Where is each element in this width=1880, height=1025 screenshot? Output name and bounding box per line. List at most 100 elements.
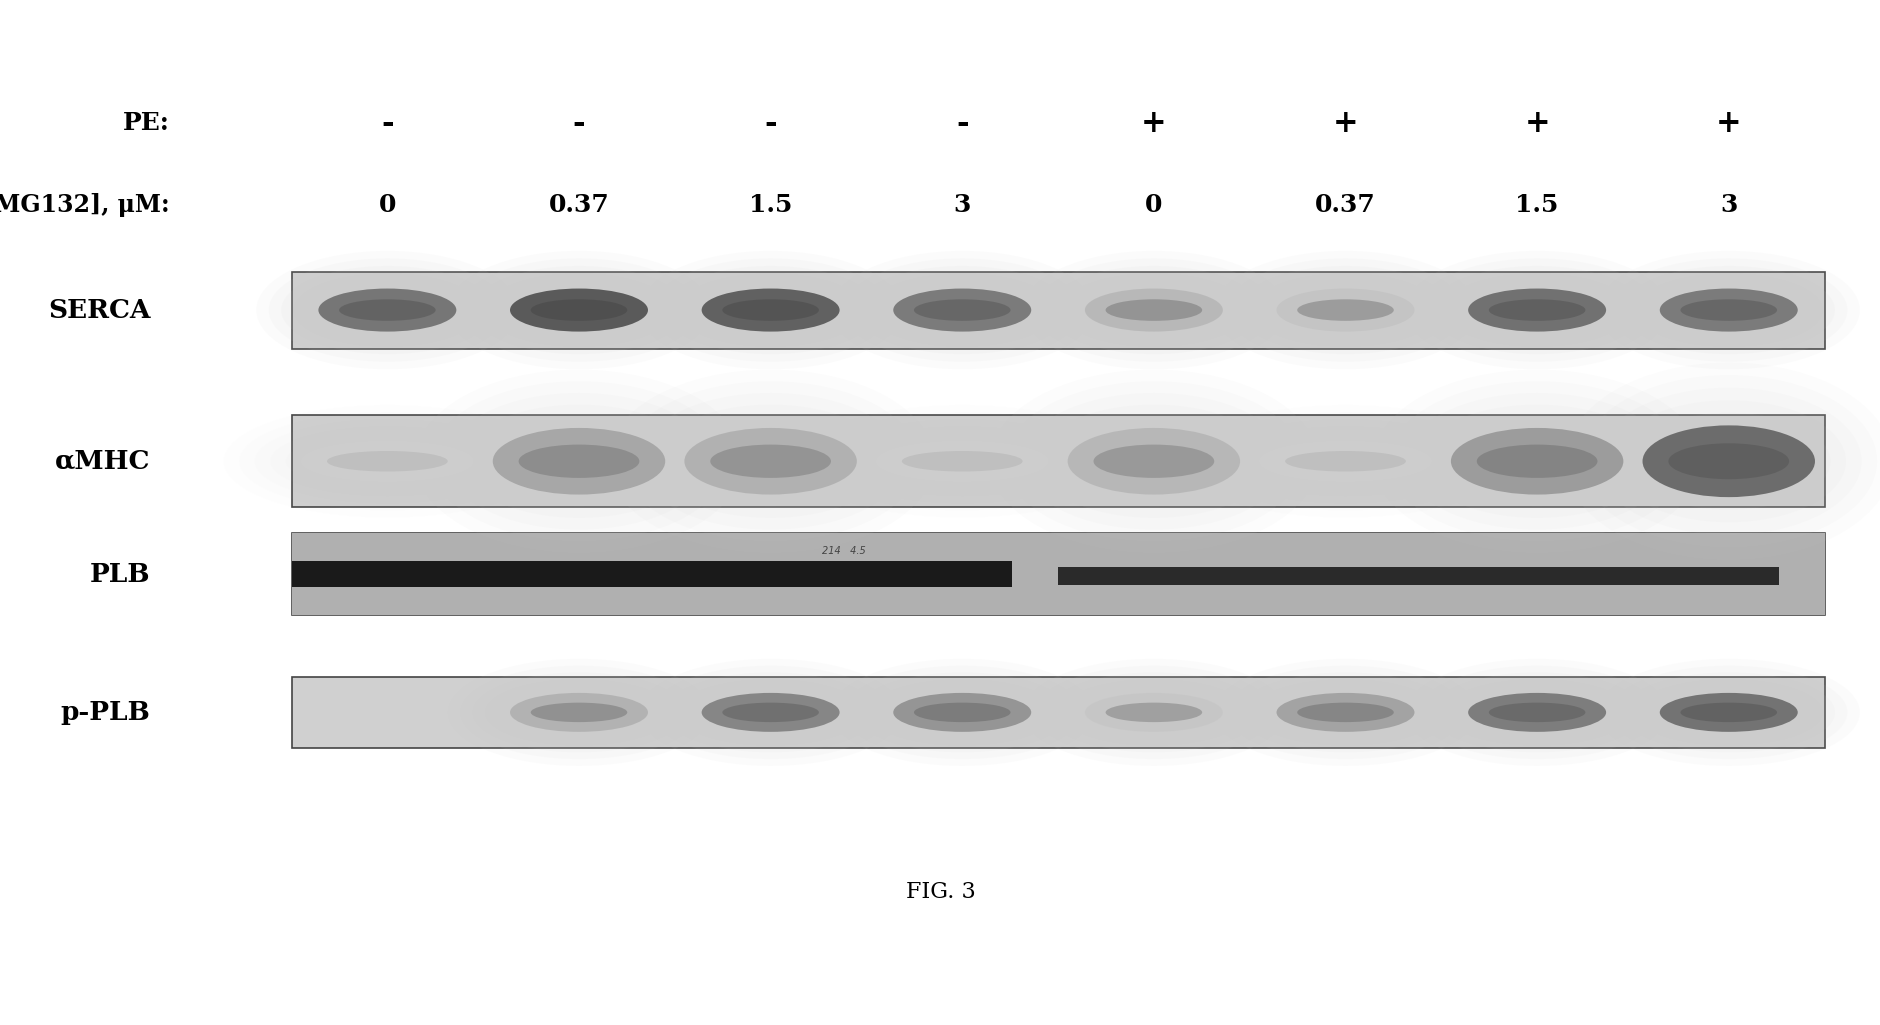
Ellipse shape: [293, 274, 481, 346]
Text: 3: 3: [953, 193, 970, 217]
Ellipse shape: [485, 274, 673, 346]
Ellipse shape: [869, 680, 1055, 745]
Ellipse shape: [876, 441, 1047, 482]
Ellipse shape: [1258, 441, 1431, 482]
Ellipse shape: [1418, 665, 1654, 760]
Ellipse shape: [1250, 274, 1438, 346]
Ellipse shape: [842, 258, 1081, 362]
Ellipse shape: [1668, 443, 1788, 480]
Ellipse shape: [1021, 393, 1286, 530]
Ellipse shape: [688, 686, 852, 739]
FancyBboxPatch shape: [291, 272, 1824, 348]
FancyBboxPatch shape: [291, 415, 1824, 507]
Ellipse shape: [1372, 370, 1700, 552]
Ellipse shape: [1418, 258, 1654, 362]
Ellipse shape: [1297, 703, 1393, 722]
Ellipse shape: [914, 299, 1010, 321]
Ellipse shape: [1214, 251, 1476, 369]
Ellipse shape: [509, 693, 647, 732]
Text: SERCA: SERCA: [49, 297, 150, 323]
Ellipse shape: [1579, 375, 1876, 547]
Ellipse shape: [1442, 680, 1630, 745]
Ellipse shape: [1455, 281, 1617, 339]
Ellipse shape: [431, 381, 728, 541]
Text: -: -: [763, 108, 776, 138]
Ellipse shape: [269, 258, 506, 362]
Ellipse shape: [1419, 405, 1654, 518]
Ellipse shape: [1468, 289, 1606, 332]
Ellipse shape: [327, 451, 447, 472]
Text: -: -: [572, 108, 585, 138]
Ellipse shape: [498, 281, 660, 339]
Text: p-PLB: p-PLB: [60, 700, 150, 725]
Ellipse shape: [1564, 363, 1880, 560]
Ellipse shape: [1006, 381, 1301, 541]
Ellipse shape: [1387, 381, 1684, 541]
Ellipse shape: [1226, 258, 1463, 362]
Ellipse shape: [306, 281, 468, 339]
Ellipse shape: [722, 299, 818, 321]
Ellipse shape: [1609, 665, 1846, 760]
Ellipse shape: [1214, 659, 1476, 766]
Ellipse shape: [1611, 401, 1844, 523]
Ellipse shape: [893, 289, 1030, 332]
Ellipse shape: [1051, 416, 1256, 506]
Ellipse shape: [880, 281, 1043, 339]
Ellipse shape: [684, 428, 857, 495]
Ellipse shape: [446, 393, 711, 530]
Ellipse shape: [688, 281, 852, 339]
Ellipse shape: [639, 251, 901, 369]
Ellipse shape: [652, 258, 889, 362]
Ellipse shape: [1468, 693, 1606, 732]
Ellipse shape: [1034, 665, 1273, 760]
Ellipse shape: [1085, 289, 1222, 332]
Text: +: +: [1715, 108, 1741, 138]
Ellipse shape: [318, 289, 457, 332]
Text: 0.37: 0.37: [1314, 193, 1374, 217]
Ellipse shape: [701, 289, 838, 332]
Ellipse shape: [1489, 299, 1585, 321]
Ellipse shape: [1263, 281, 1427, 339]
Ellipse shape: [1622, 265, 1835, 355]
Ellipse shape: [415, 370, 743, 552]
Ellipse shape: [1647, 281, 1809, 339]
Ellipse shape: [842, 665, 1081, 760]
Bar: [291, 562, 1011, 586]
Ellipse shape: [711, 445, 831, 478]
Ellipse shape: [1449, 428, 1622, 495]
Text: PE:: PE:: [122, 111, 169, 135]
Text: +: +: [1333, 108, 1357, 138]
Ellipse shape: [1431, 672, 1643, 752]
Ellipse shape: [669, 416, 872, 506]
Ellipse shape: [1596, 251, 1859, 369]
Ellipse shape: [256, 251, 519, 369]
Ellipse shape: [1226, 665, 1463, 760]
Text: 0.37: 0.37: [549, 193, 609, 217]
Ellipse shape: [1023, 251, 1284, 369]
Ellipse shape: [498, 686, 660, 739]
Ellipse shape: [1034, 258, 1273, 362]
Ellipse shape: [855, 265, 1068, 355]
Text: PLB: PLB: [90, 562, 150, 586]
Ellipse shape: [1489, 703, 1585, 722]
Ellipse shape: [338, 299, 436, 321]
Ellipse shape: [1634, 680, 1822, 745]
Ellipse shape: [652, 405, 887, 518]
Ellipse shape: [664, 672, 876, 752]
Ellipse shape: [1060, 680, 1246, 745]
Ellipse shape: [1072, 281, 1235, 339]
Ellipse shape: [1085, 693, 1222, 732]
Ellipse shape: [1679, 299, 1777, 321]
Ellipse shape: [1406, 659, 1668, 766]
Ellipse shape: [989, 370, 1318, 552]
Ellipse shape: [1239, 265, 1451, 355]
Text: 214   4.5: 214 4.5: [822, 545, 865, 556]
Ellipse shape: [901, 451, 1023, 472]
Ellipse shape: [493, 428, 666, 495]
Ellipse shape: [1068, 428, 1239, 495]
Ellipse shape: [1596, 659, 1859, 766]
FancyBboxPatch shape: [291, 533, 1824, 615]
Text: [MG132], μM:: [MG132], μM:: [0, 193, 169, 217]
Ellipse shape: [1406, 251, 1668, 369]
FancyBboxPatch shape: [291, 676, 1824, 748]
